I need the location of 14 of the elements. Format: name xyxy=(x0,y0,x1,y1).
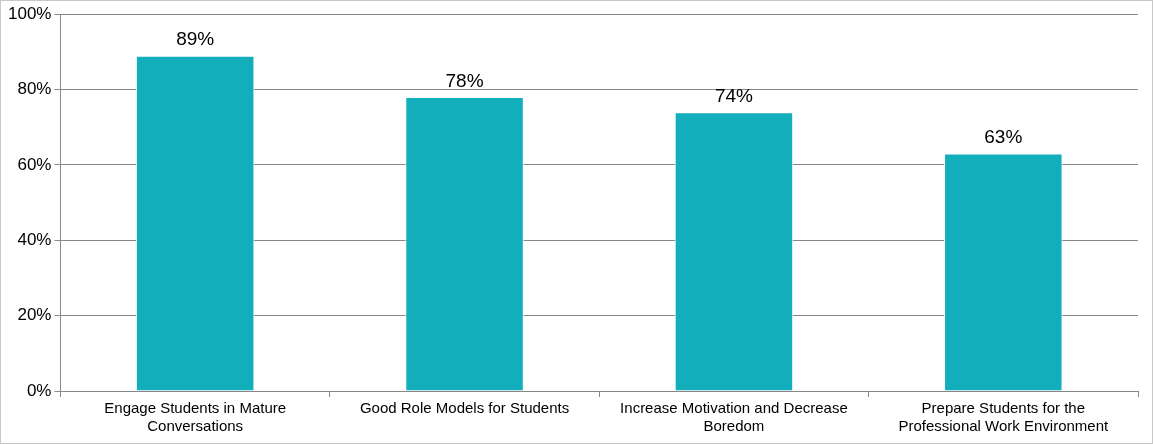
y-tick-label: 100% xyxy=(8,3,52,23)
x-tick-label: Good Role Models for Students xyxy=(359,399,570,417)
data-label: 78% xyxy=(445,69,484,91)
x-tick-label: Prepare Students for the Professional Work Environment xyxy=(898,399,1110,435)
y-tick-label: 0% xyxy=(26,380,52,400)
y-tick-label: 20% xyxy=(17,305,52,325)
y-tick-label: 80% xyxy=(17,79,52,99)
data-label: 89% xyxy=(176,28,215,50)
y-tick-label: 40% xyxy=(17,229,52,249)
x-tick-label: Engage Students in Mature Conversations xyxy=(104,399,287,435)
data-label: 74% xyxy=(714,84,754,106)
x-tick-label: Increase Motivation and Decrease Boredom xyxy=(620,399,848,435)
y-tick-label: 60% xyxy=(17,154,52,174)
data-label: 63% xyxy=(984,126,1023,148)
